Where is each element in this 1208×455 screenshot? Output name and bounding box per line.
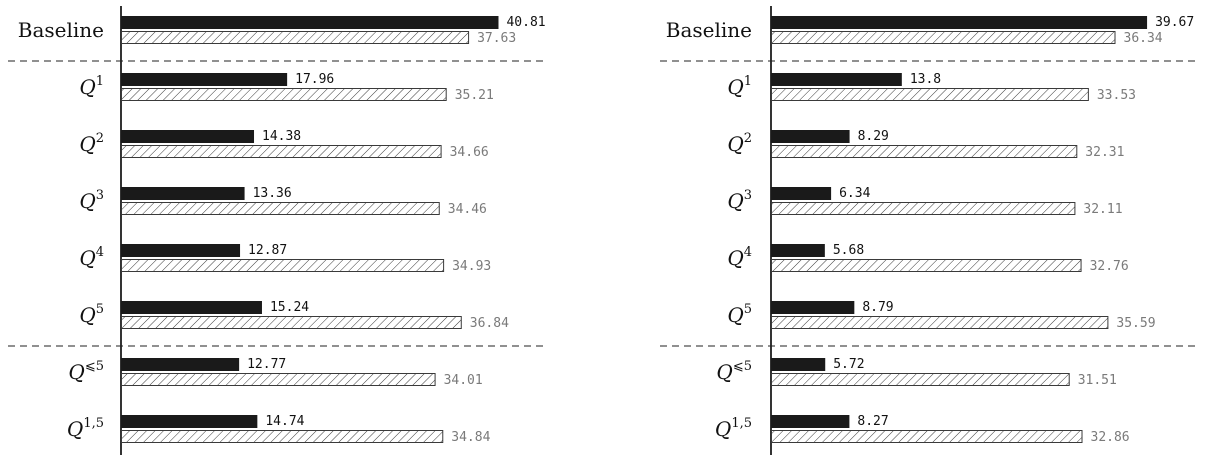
bar-solid	[121, 415, 258, 428]
bar-solid	[121, 130, 255, 143]
value-label-hatched: 35.21	[455, 88, 494, 103]
bar-solid	[121, 301, 262, 314]
category-label: Q5	[79, 302, 104, 327]
bar-solid	[121, 16, 499, 29]
value-label-hatched: 36.34	[1124, 31, 1163, 46]
bar-hatched	[121, 259, 445, 272]
value-label-hatched: 32.86	[1091, 430, 1130, 445]
bar-hatched	[121, 373, 436, 386]
value-label-solid: 13.36	[253, 186, 292, 201]
value-label-solid: 6.34	[839, 186, 870, 201]
bar-solid	[121, 73, 288, 86]
bar-solid	[771, 187, 832, 200]
category-label: Q4	[727, 245, 752, 270]
value-label-solid: 17.96	[295, 72, 334, 87]
value-label-hatched: 37.63	[477, 31, 516, 46]
bar-solid	[771, 130, 850, 143]
category-label: Q5	[727, 302, 752, 327]
value-label-hatched: 32.76	[1090, 259, 1129, 274]
bar-hatched	[771, 202, 1076, 215]
value-label-hatched: 34.93	[452, 259, 491, 274]
value-label-solid: 39.67	[1155, 15, 1194, 30]
value-label-hatched: 34.84	[451, 430, 490, 445]
bar-solid	[771, 16, 1148, 29]
bar-hatched	[771, 373, 1070, 386]
bar-hatched	[771, 259, 1082, 272]
category-label: Q3	[727, 188, 752, 213]
value-label-hatched: 36.84	[470, 316, 509, 331]
value-label-hatched: 34.46	[448, 202, 487, 217]
value-label-hatched: 33.53	[1097, 88, 1136, 103]
bar-solid	[121, 187, 245, 200]
bar-hatched	[771, 88, 1089, 101]
bar-solid	[121, 358, 240, 371]
bar-solid	[771, 358, 826, 371]
value-label-hatched: 32.11	[1083, 202, 1122, 217]
value-label-solid: 8.29	[858, 129, 889, 144]
value-label-solid: 14.38	[262, 129, 301, 144]
bar-hatched	[771, 31, 1116, 44]
bar-hatched	[771, 145, 1078, 158]
value-label-solid: 12.87	[248, 243, 287, 258]
bar-hatched	[771, 430, 1083, 443]
category-label: Q2	[79, 131, 104, 156]
category-label: Q3	[79, 188, 104, 213]
category-label: Q1,5	[715, 416, 752, 441]
bar-hatched	[121, 430, 444, 443]
bar-solid	[121, 244, 241, 257]
value-label-solid: 12.77	[247, 357, 286, 372]
value-label-solid: 14.74	[265, 414, 304, 429]
category-label: Baseline	[18, 18, 104, 42]
bar-solid	[771, 244, 825, 257]
category-label: Q1	[79, 74, 104, 99]
value-label-solid: 13.8	[910, 72, 941, 87]
bar-hatched	[121, 31, 470, 44]
category-label: Q⩽5	[68, 359, 104, 384]
category-label: Q1,5	[67, 416, 104, 441]
category-label: Q⩽5	[716, 359, 752, 384]
category-label: Baseline	[666, 18, 752, 42]
category-label: Q2	[727, 131, 752, 156]
bar-hatched	[121, 88, 447, 101]
value-label-solid: 40.81	[506, 15, 545, 30]
value-label-solid: 8.79	[862, 300, 893, 315]
bar-solid	[771, 415, 850, 428]
value-label-hatched: 32.31	[1085, 145, 1124, 160]
bar-hatched	[771, 316, 1109, 329]
category-label: Q1	[727, 74, 752, 99]
bar-hatched	[121, 145, 442, 158]
value-label-hatched: 31.51	[1078, 373, 1117, 388]
value-label-hatched: 35.59	[1116, 316, 1155, 331]
value-label-hatched: 34.66	[450, 145, 489, 160]
bar-hatched	[121, 316, 462, 329]
value-label-solid: 8.27	[857, 414, 888, 429]
bar-solid	[771, 73, 902, 86]
value-label-hatched: 34.01	[444, 373, 483, 388]
value-label-solid: 5.72	[833, 357, 864, 372]
bar-hatched	[121, 202, 440, 215]
value-label-solid: 5.68	[833, 243, 864, 258]
category-label: Q4	[79, 245, 104, 270]
value-label-solid: 15.24	[270, 300, 309, 315]
bar-solid	[771, 301, 855, 314]
